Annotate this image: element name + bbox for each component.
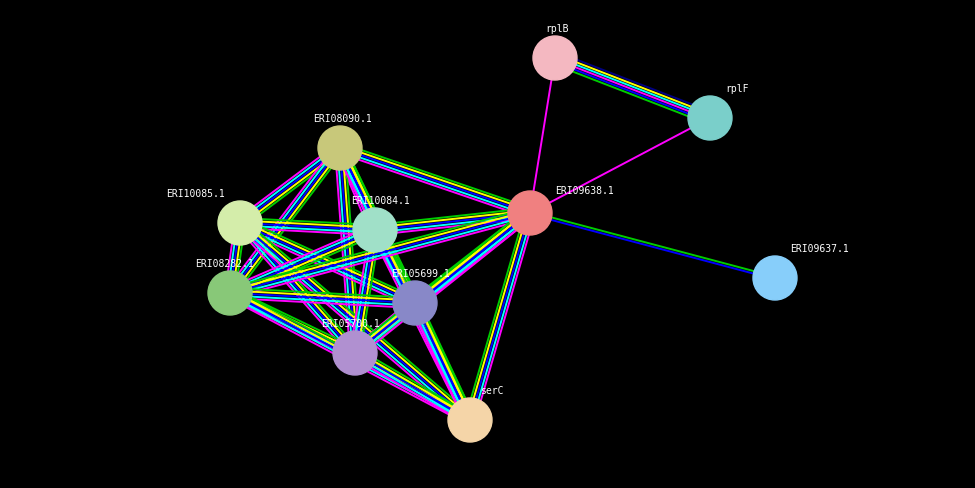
Text: ERI10085.1: ERI10085.1 bbox=[167, 189, 225, 199]
Circle shape bbox=[318, 127, 362, 171]
Text: ERI05700.1: ERI05700.1 bbox=[321, 318, 379, 328]
Circle shape bbox=[218, 202, 262, 245]
Text: ERI08282.1: ERI08282.1 bbox=[196, 259, 254, 268]
Text: ERI08090.1: ERI08090.1 bbox=[313, 114, 371, 124]
Circle shape bbox=[333, 331, 377, 375]
Text: rplF: rplF bbox=[725, 84, 749, 94]
Text: ERI10084.1: ERI10084.1 bbox=[351, 196, 410, 205]
Circle shape bbox=[208, 271, 252, 315]
Circle shape bbox=[753, 257, 797, 301]
Text: serC: serC bbox=[480, 385, 503, 395]
Circle shape bbox=[448, 398, 492, 442]
Circle shape bbox=[688, 97, 732, 141]
Text: ERI09638.1: ERI09638.1 bbox=[555, 185, 613, 196]
Text: ERI05699.1: ERI05699.1 bbox=[391, 268, 449, 279]
Circle shape bbox=[353, 208, 397, 252]
Circle shape bbox=[533, 37, 577, 81]
Circle shape bbox=[508, 192, 552, 236]
Text: ERI09637.1: ERI09637.1 bbox=[790, 244, 849, 253]
Circle shape bbox=[393, 282, 437, 325]
Text: rplB: rplB bbox=[545, 24, 568, 34]
